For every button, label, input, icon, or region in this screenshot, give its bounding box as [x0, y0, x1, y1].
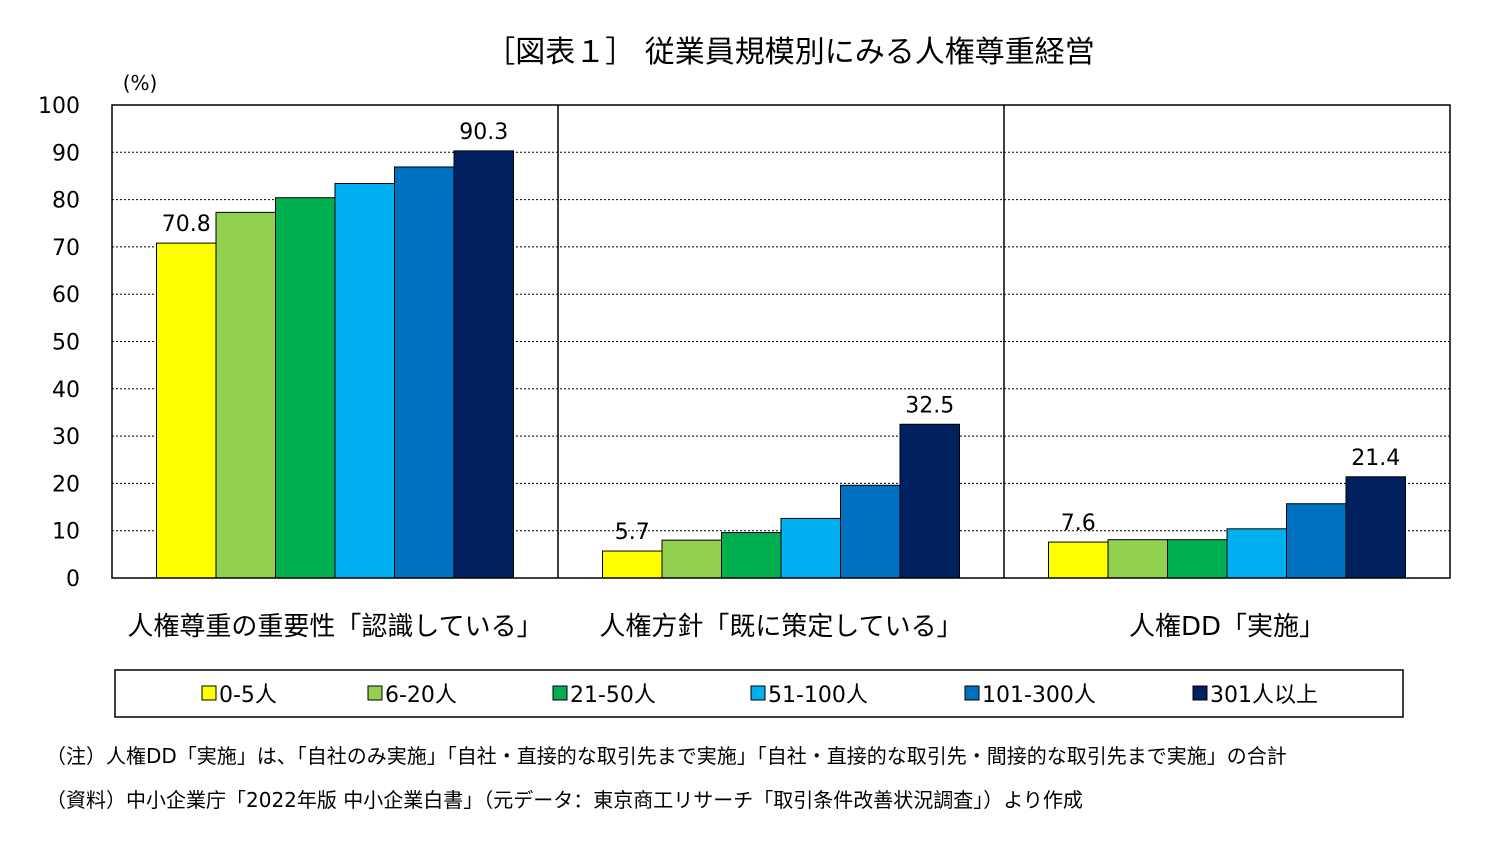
data-label: 70.8 — [162, 212, 211, 237]
legend-swatch — [367, 685, 383, 701]
category-label: 人権方針「既に策定している」 — [599, 612, 962, 642]
bar — [215, 211, 276, 579]
y-axis-unit: (%) — [123, 71, 158, 95]
data-label: 7.6 — [1061, 511, 1096, 536]
legend: 0-5人 6-20人 21-50人 51-100人 101-300人 301人以上 — [114, 669, 1404, 718]
bar — [661, 539, 722, 579]
bar — [1167, 539, 1228, 579]
y-tick-label: 60 — [52, 283, 80, 308]
bar — [1286, 503, 1347, 579]
y-tick-label: 80 — [52, 189, 80, 214]
bar — [1345, 476, 1406, 579]
legend-swatch — [750, 685, 766, 701]
y-tick-label: 90 — [52, 141, 80, 166]
bar — [899, 423, 960, 579]
y-tick-label: 100 — [38, 94, 80, 119]
category-dividers — [557, 105, 1005, 578]
bar — [721, 532, 782, 579]
legend-swatch — [201, 685, 217, 701]
y-tick-label: 0 — [66, 567, 80, 592]
bar — [275, 197, 336, 579]
category-label: 人権DD「実施」 — [1129, 612, 1325, 642]
y-tick-label: 50 — [52, 331, 80, 356]
footnote-note: （注）人権DD「実施」は、「自社のみ実施」「自社・直接的な取引先まで実施」「自社… — [46, 744, 1287, 768]
legend-label: 21-50人 — [570, 683, 656, 708]
y-axis-ticks: 0 10 20 30 40 50 60 70 80 90 100 — [38, 94, 80, 592]
data-label: 32.5 — [905, 393, 954, 418]
plot-frame — [111, 104, 1451, 579]
category-label: 人権尊重の重要性「認識している」 — [127, 612, 542, 642]
bar — [453, 150, 514, 579]
bar — [602, 550, 663, 579]
legend-swatch — [964, 685, 980, 701]
bar — [780, 517, 841, 579]
legend-swatch — [1192, 685, 1208, 701]
legend-label: 51-100人 — [768, 683, 868, 708]
data-labels: 70.8 90.3 5.7 32.5 7.6 21.4 — [162, 120, 1400, 545]
chart-title: ［図表１］ 従業員規模別にみる人権尊重経営 — [485, 35, 1095, 70]
bar — [840, 484, 901, 579]
bar — [1226, 528, 1287, 579]
y-tick-label: 20 — [52, 472, 80, 497]
legend-label: 6-20人 — [385, 683, 457, 708]
bar — [1107, 539, 1168, 579]
y-tick-label: 70 — [52, 236, 80, 261]
data-label: 21.4 — [1351, 446, 1400, 471]
legend-label: 301人以上 — [1210, 683, 1318, 708]
legend-swatch — [552, 685, 568, 701]
y-tick-label: 30 — [52, 425, 80, 450]
legend-label: 0-5人 — [219, 683, 277, 708]
bars — [156, 150, 1406, 579]
legend-label: 101-300人 — [982, 683, 1096, 708]
y-tick-label: 10 — [52, 520, 80, 545]
bar — [1048, 541, 1109, 579]
data-label: 90.3 — [459, 120, 508, 145]
category-labels: 人権尊重の重要性「認識している」 人権方針「既に策定している」 人権DD「実施」 — [127, 612, 1325, 642]
bar — [394, 166, 455, 579]
footnote-source: （資料）中小企業庁「2022年版 中小企業白書」（元データ：東京商工リサーチ「取… — [46, 788, 1083, 812]
y-tick-label: 40 — [52, 378, 80, 403]
bar — [334, 183, 395, 579]
bar — [156, 242, 217, 579]
data-label: 5.7 — [615, 520, 650, 545]
